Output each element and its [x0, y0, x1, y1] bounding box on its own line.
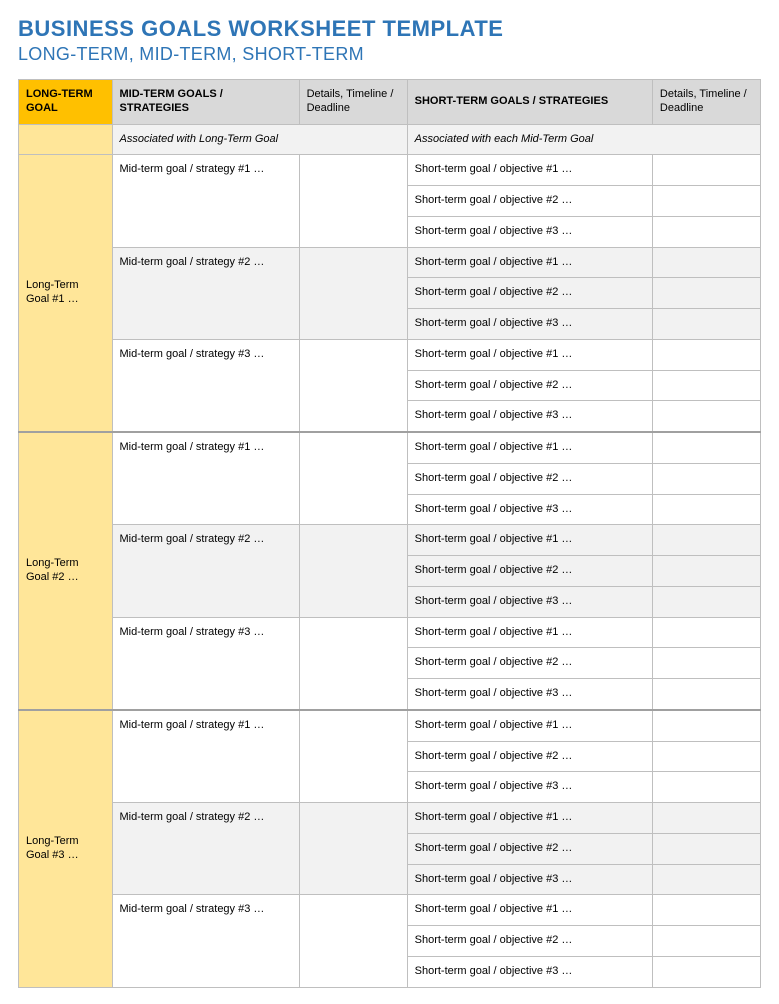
short-term-details-cell: [652, 556, 760, 587]
short-term-details-cell: [652, 741, 760, 772]
short-term-details-cell: [652, 216, 760, 247]
short-term-goal-cell: Short-term goal / objective #1 …: [407, 247, 652, 278]
short-term-details-cell: [652, 155, 760, 186]
mid-term-details-cell: [299, 432, 407, 525]
short-term-goal-cell: Short-term goal / objective #1 …: [407, 432, 652, 463]
mid-term-goal-cell: Mid-term goal / strategy #2 …: [112, 525, 299, 617]
short-term-details-cell: [652, 864, 760, 895]
short-term-details-cell: [652, 926, 760, 957]
mid-term-goal-cell: Mid-term goal / strategy #1 …: [112, 432, 299, 525]
short-term-details-cell: [652, 278, 760, 309]
short-term-goal-cell: Short-term goal / objective #3 …: [407, 679, 652, 710]
short-term-details-cell: [652, 803, 760, 834]
short-term-goal-cell: Short-term goal / objective #3 …: [407, 956, 652, 987]
short-term-goal-cell: Short-term goal / objective #1 …: [407, 617, 652, 648]
table-row: Mid-term goal / strategy #3 …Short-term …: [19, 339, 761, 370]
header-st: SHORT-TERM GOALS / STRATEGIES: [407, 80, 652, 125]
mid-term-details-cell: [299, 617, 407, 710]
short-term-details-cell: [652, 247, 760, 278]
short-term-goal-cell: Short-term goal / objective #1 …: [407, 339, 652, 370]
table-row: Long-Term Goal #1 …Mid-term goal / strat…: [19, 155, 761, 186]
table-row: Mid-term goal / strategy #3 …Short-term …: [19, 617, 761, 648]
short-term-details-cell: [652, 679, 760, 710]
table-row: Long-Term Goal #2 …Mid-term goal / strat…: [19, 432, 761, 463]
short-term-details-cell: [652, 710, 760, 741]
short-term-goal-cell: Short-term goal / objective #1 …: [407, 710, 652, 741]
short-term-details-cell: [652, 309, 760, 340]
long-term-goal-cell: Long-Term Goal #2 …: [19, 432, 113, 710]
short-term-details-cell: [652, 956, 760, 987]
mid-term-goal-cell: Mid-term goal / strategy #2 …: [112, 803, 299, 895]
short-term-goal-cell: Short-term goal / objective #2 …: [407, 741, 652, 772]
short-term-details-cell: [652, 895, 760, 926]
short-term-goal-cell: Short-term goal / objective #2 …: [407, 833, 652, 864]
mid-term-details-cell: [299, 339, 407, 432]
subheader-st: Associated with each Mid-Term Goal: [407, 124, 760, 155]
subheader-lt-blank: [19, 124, 113, 155]
short-term-details-cell: [652, 463, 760, 494]
short-term-details-cell: [652, 586, 760, 617]
short-term-goal-cell: Short-term goal / objective #1 …: [407, 895, 652, 926]
mid-term-goal-cell: Mid-term goal / strategy #3 …: [112, 617, 299, 710]
mid-term-details-cell: [299, 710, 407, 803]
short-term-goal-cell: Short-term goal / objective #3 …: [407, 864, 652, 895]
mid-term-details-cell: [299, 525, 407, 617]
short-term-details-cell: [652, 186, 760, 217]
short-term-goal-cell: Short-term goal / objective #3 …: [407, 216, 652, 247]
header-row: LONG-TERM GOAL MID-TERM GOALS / STRATEGI…: [19, 80, 761, 125]
short-term-goal-cell: Short-term goal / objective #3 …: [407, 772, 652, 803]
header-lt: LONG-TERM GOAL: [19, 80, 113, 125]
short-term-goal-cell: Short-term goal / objective #2 …: [407, 186, 652, 217]
subheader-mt: Associated with Long-Term Goal: [112, 124, 407, 155]
short-term-goal-cell: Short-term goal / objective #3 …: [407, 586, 652, 617]
header-mt: MID-TERM GOALS / STRATEGIES: [112, 80, 299, 125]
header-md: Details, Timeline / Deadline: [299, 80, 407, 125]
long-term-goal-cell: Long-Term Goal #1 …: [19, 155, 113, 432]
mid-term-details-cell: [299, 155, 407, 247]
short-term-details-cell: [652, 525, 760, 556]
goals-table: LONG-TERM GOAL MID-TERM GOALS / STRATEGI…: [18, 79, 761, 988]
short-term-details-cell: [652, 833, 760, 864]
short-term-details-cell: [652, 370, 760, 401]
mid-term-goal-cell: Mid-term goal / strategy #1 …: [112, 710, 299, 803]
short-term-details-cell: [652, 339, 760, 370]
long-term-goal-cell: Long-Term Goal #3 …: [19, 710, 113, 987]
short-term-goal-cell: Short-term goal / objective #3 …: [407, 309, 652, 340]
short-term-goal-cell: Short-term goal / objective #2 …: [407, 463, 652, 494]
mid-term-details-cell: [299, 247, 407, 339]
header-sd: Details, Timeline / Deadline: [652, 80, 760, 125]
page-title: BUSINESS GOALS WORKSHEET TEMPLATE: [18, 16, 761, 42]
short-term-goal-cell: Short-term goal / objective #2 …: [407, 278, 652, 309]
short-term-goal-cell: Short-term goal / objective #1 …: [407, 525, 652, 556]
table-row: Mid-term goal / strategy #2 …Short-term …: [19, 247, 761, 278]
short-term-goal-cell: Short-term goal / objective #2 …: [407, 370, 652, 401]
short-term-details-cell: [652, 494, 760, 525]
short-term-details-cell: [652, 432, 760, 463]
table-row: Mid-term goal / strategy #3 …Short-term …: [19, 895, 761, 926]
short-term-goal-cell: Short-term goal / objective #1 …: [407, 155, 652, 186]
mid-term-goal-cell: Mid-term goal / strategy #2 …: [112, 247, 299, 339]
mid-term-goal-cell: Mid-term goal / strategy #1 …: [112, 155, 299, 247]
short-term-goal-cell: Short-term goal / objective #3 …: [407, 401, 652, 432]
mid-term-goal-cell: Mid-term goal / strategy #3 …: [112, 895, 299, 987]
short-term-details-cell: [652, 648, 760, 679]
mid-term-goal-cell: Mid-term goal / strategy #3 …: [112, 339, 299, 432]
short-term-goal-cell: Short-term goal / objective #2 …: [407, 926, 652, 957]
short-term-goal-cell: Short-term goal / objective #3 …: [407, 494, 652, 525]
short-term-goal-cell: Short-term goal / objective #1 …: [407, 803, 652, 834]
table-row: Mid-term goal / strategy #2 …Short-term …: [19, 525, 761, 556]
table-body: Long-Term Goal #1 …Mid-term goal / strat…: [19, 155, 761, 987]
mid-term-details-cell: [299, 803, 407, 895]
table-row: Mid-term goal / strategy #2 …Short-term …: [19, 803, 761, 834]
short-term-details-cell: [652, 401, 760, 432]
short-term-details-cell: [652, 617, 760, 648]
short-term-goal-cell: Short-term goal / objective #2 …: [407, 556, 652, 587]
table-row: Long-Term Goal #3 …Mid-term goal / strat…: [19, 710, 761, 741]
mid-term-details-cell: [299, 895, 407, 987]
short-term-details-cell: [652, 772, 760, 803]
subheader-row: Associated with Long-Term Goal Associate…: [19, 124, 761, 155]
page-subtitle: LONG-TERM, MID-TERM, SHORT-TERM: [18, 44, 761, 65]
short-term-goal-cell: Short-term goal / objective #2 …: [407, 648, 652, 679]
